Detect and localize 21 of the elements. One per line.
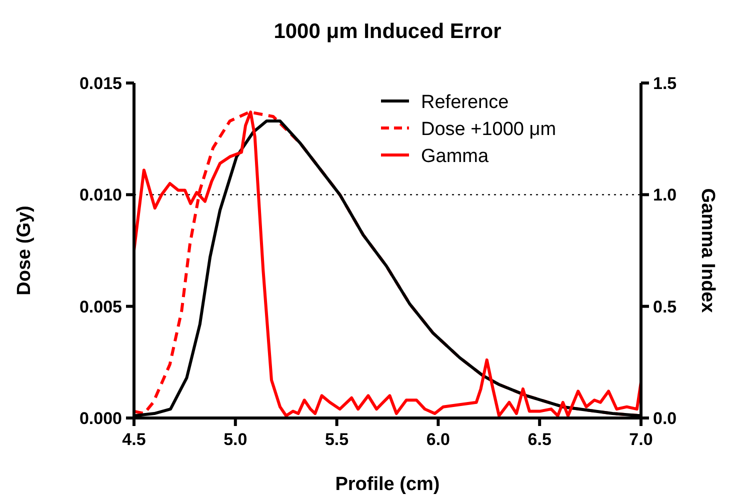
y-tick-label: 0.000	[79, 409, 122, 428]
legend-label: Dose +1000 μm	[421, 119, 556, 140]
legend-label: Gamma	[421, 146, 489, 167]
x-tick-label: 7.0	[629, 430, 653, 449]
x-tick-label: 5.5	[324, 430, 349, 449]
y-tick-label: 0.005	[79, 297, 122, 316]
x-tick-label: 6.5	[528, 430, 552, 449]
y2-tick-label: 1.5	[653, 74, 677, 93]
legend-label: Reference	[421, 92, 509, 113]
y-tick-label: 0.015	[79, 74, 122, 93]
y2-axis-title: Gamma Index	[697, 188, 718, 314]
y2-tick-label: 1.0	[653, 186, 677, 205]
y2-tick-label: 0.5	[653, 297, 677, 316]
x-tick-label: 4.5	[122, 430, 146, 449]
y-tick-label: 0.010	[79, 186, 122, 205]
y2-tick-label: 0.0	[653, 409, 677, 428]
x-tick-label: 6.0	[426, 430, 450, 449]
x-axis-title: Profile (cm)	[335, 474, 440, 495]
x-tick-label: 5.0	[224, 430, 248, 449]
y-axis-title: Dose (Gy)	[14, 206, 35, 296]
chart-title: 1000 μm Induced Error	[274, 20, 502, 43]
